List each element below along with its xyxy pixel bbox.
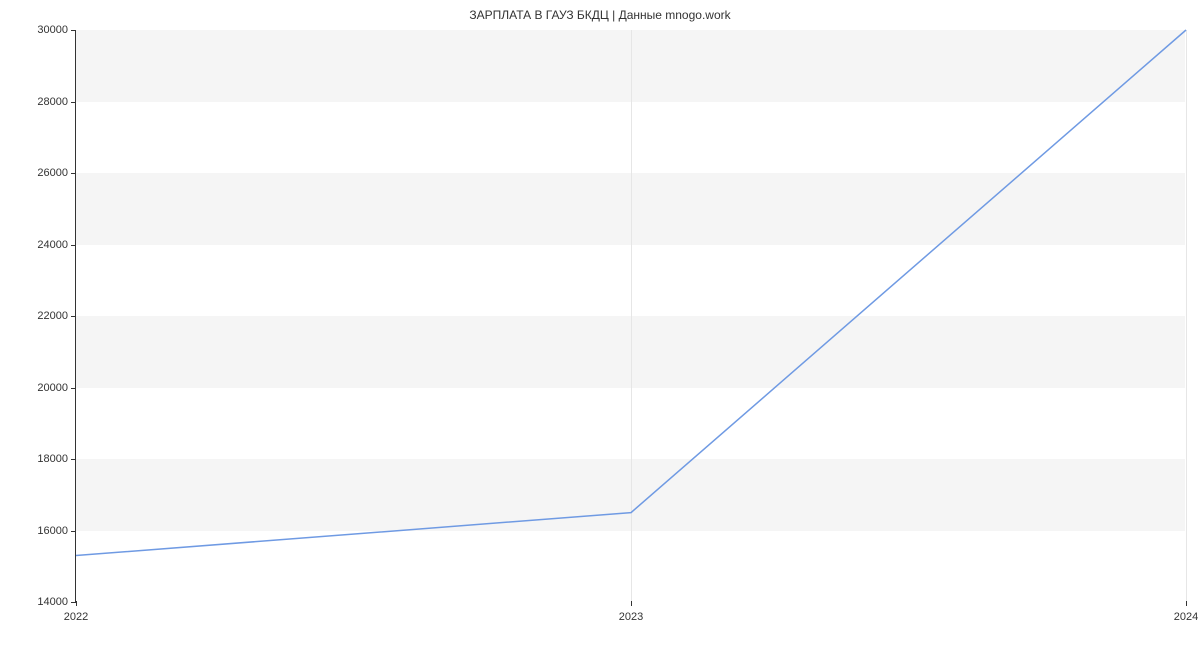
chart-title: ЗАРПЛАТА В ГАУЗ БКДЦ | Данные mnogo.work bbox=[0, 0, 1200, 24]
line-layer bbox=[76, 30, 1186, 602]
y-tick-label: 20000 bbox=[37, 382, 68, 394]
x-tick-mark bbox=[1186, 601, 1187, 606]
y-tick-label: 18000 bbox=[37, 453, 68, 465]
y-tick-label: 16000 bbox=[37, 525, 68, 537]
chart-container: 14000 16000 18000 20000 22000 24000 26000 28000… bbox=[0, 24, 1200, 650]
y-tick-label: 24000 bbox=[37, 239, 68, 251]
y-tick-label: 26000 bbox=[37, 167, 68, 179]
x-tick-label: 2022 bbox=[64, 611, 88, 623]
x-gridline bbox=[1186, 30, 1187, 601]
series-line bbox=[76, 30, 1186, 556]
x-tick-label: 2023 bbox=[619, 611, 643, 623]
plot-area: 1400016000180002000022000240002600028000… bbox=[75, 30, 1185, 602]
y-tick-label: 30000 bbox=[37, 24, 68, 36]
x-tick-label: 2024 bbox=[1174, 611, 1198, 623]
y-tick-label: 28000 bbox=[37, 96, 68, 108]
y-tick-label: 14000 bbox=[37, 596, 68, 608]
y-tick-label: 22000 bbox=[37, 310, 68, 322]
